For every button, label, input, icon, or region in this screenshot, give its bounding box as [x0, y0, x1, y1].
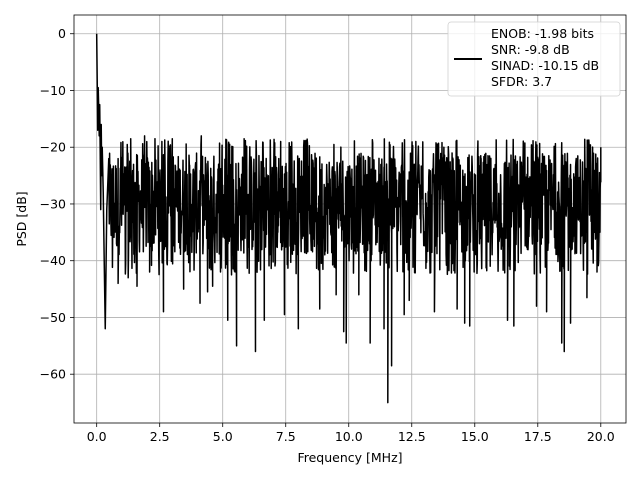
x-tick-label: 10.0 [335, 429, 363, 444]
x-tick-label: 2.5 [150, 429, 170, 444]
axes-frame [73, 14, 627, 424]
x-tick-label: 15.0 [461, 429, 489, 444]
x-tick-label: 12.5 [398, 429, 426, 444]
legend-line-3: SINAD: -10.15 dB [491, 58, 599, 73]
x-axis-label: Frequency [MHz] [297, 450, 402, 465]
ticks: 0.0 2.5 5.0 7.5 10.0 12.5 15.0 17.5 20.0 0 −10 −20 −… [40, 26, 615, 444]
y-axis-label: PSD [dB] [14, 191, 29, 246]
y-tick-label: −20 [40, 140, 66, 155]
y-tick-label: −10 [40, 83, 66, 98]
legend-line-2: SNR: -9.8 dB [491, 42, 570, 57]
plot-area [95, 33, 602, 404]
legend: ENOB: -1.98 bits SNR: -9.8 dB SINAD: -10… [447, 21, 621, 97]
x-tick-label: 7.5 [276, 429, 296, 444]
x-tick-label: 17.5 [524, 429, 552, 444]
legend-line-1: ENOB: -1.98 bits [491, 26, 594, 41]
legend-line-4: SFDR: 3.7 [491, 74, 552, 89]
y-tick-label: −30 [40, 196, 66, 211]
y-tick-label: −40 [40, 253, 66, 268]
x-tick-label: 0.0 [87, 429, 107, 444]
y-tick-label: −60 [40, 367, 66, 382]
psd-series-line [95, 33, 602, 404]
y-tick-label: 0 [58, 26, 66, 41]
x-tick-label: 20.0 [587, 429, 615, 444]
y-tick-label: −50 [40, 310, 66, 325]
x-tick-label: 5.0 [213, 429, 233, 444]
legend-box [447, 21, 621, 97]
